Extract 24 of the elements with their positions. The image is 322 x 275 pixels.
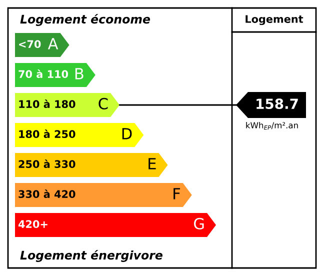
y-tick-label: 330 à 420 (18, 190, 76, 198)
text: Logement (246, 15, 304, 26)
y-tick-label: 420+ (18, 220, 48, 228)
x-axis-title: Logement énergivore (20, 250, 162, 262)
bar (15, 123, 144, 147)
y-tick-label: 110 à 180 (19, 100, 76, 108)
bar (15, 93, 120, 117)
annotation: G (194, 218, 204, 230)
y-tick-label: 250 à 330 (18, 160, 76, 168)
y-tick-label: 70 à 110 (18, 70, 68, 78)
annotation: B (75, 68, 84, 80)
bar (15, 183, 192, 207)
annotation: D (122, 128, 132, 140)
y-tick-label: 180 à 250 (19, 130, 76, 138)
bar (15, 213, 216, 237)
annotation: E (148, 158, 156, 170)
annotation: F (174, 188, 180, 200)
annotation: 158.7 (256, 98, 298, 110)
annotation: A (48, 38, 58, 50)
annotation: C (98, 98, 108, 110)
chart-title: Logement économe (20, 14, 150, 26)
bar (15, 153, 168, 177)
y-tick-label: <70 (19, 40, 41, 48)
text: kWh$_{EP}$/m².an (246, 122, 298, 130)
